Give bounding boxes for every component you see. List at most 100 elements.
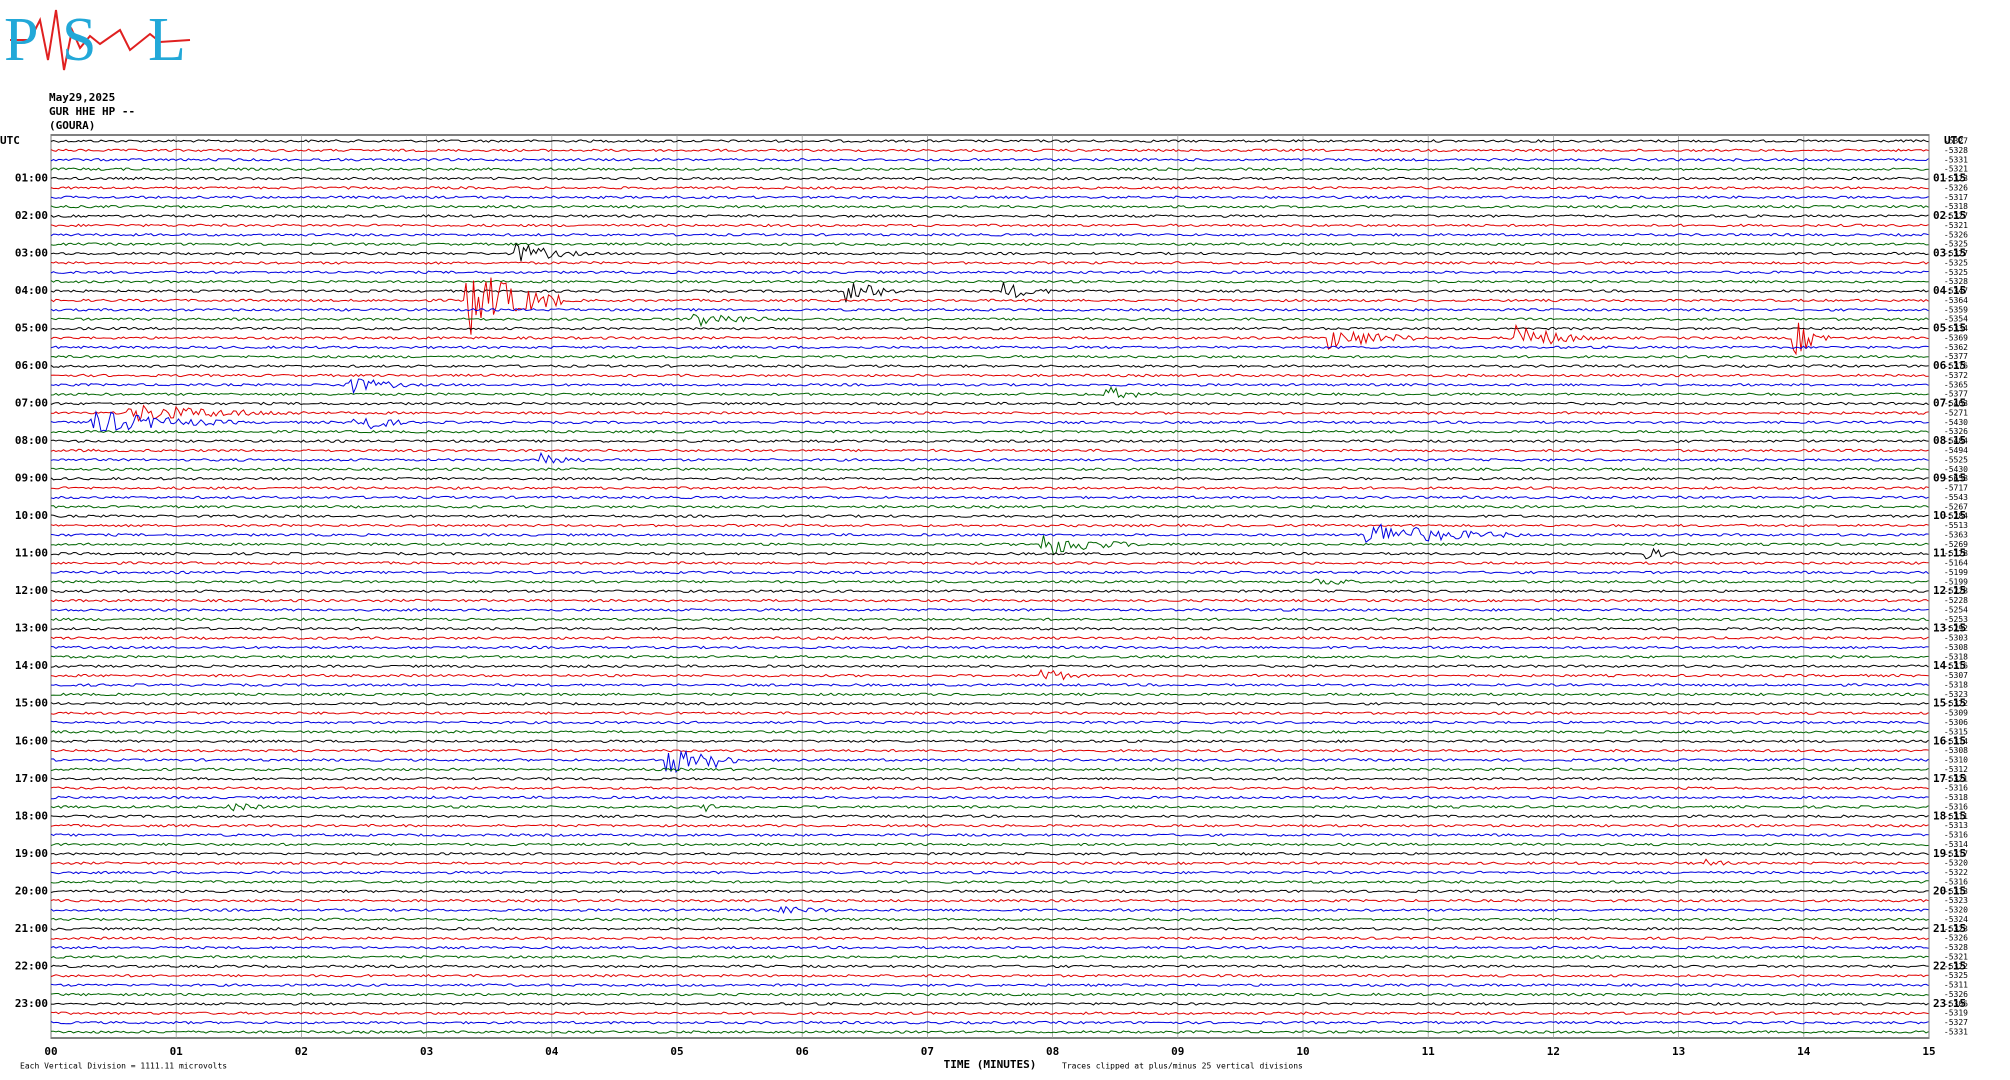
- trace: [50, 373, 1929, 378]
- logo-letter: P: [4, 6, 38, 74]
- logo-letter: L: [148, 6, 186, 74]
- trace: [50, 139, 1929, 143]
- right-time-label: 21:15: [1933, 922, 1966, 935]
- traces: [50, 139, 1929, 1034]
- left-time-label: 14:00: [15, 659, 48, 672]
- trace: [50, 223, 1929, 228]
- trace-value: -5372: [1944, 371, 1968, 380]
- right-axis-title: UTC: [1944, 134, 1964, 147]
- right-time-label: 04:15: [1933, 284, 1966, 297]
- trace-value: -5365: [1944, 380, 1968, 389]
- trace-value: -5199: [1944, 568, 1968, 577]
- right-time-label: 01:15: [1933, 172, 1966, 185]
- trace-value: -5326: [1944, 230, 1968, 239]
- x-tick-label: 08: [1046, 1045, 1059, 1058]
- trace: [50, 523, 1929, 544]
- trace-value: -5324: [1944, 915, 1968, 924]
- trace: [50, 842, 1929, 847]
- trace-value: -5307: [1944, 671, 1968, 680]
- trace-value: -5308: [1944, 746, 1968, 755]
- trace-value: -5310: [1944, 756, 1968, 765]
- right-time-label: 12:15: [1933, 584, 1966, 597]
- trace: [50, 802, 1929, 813]
- trace-value: -5325: [1944, 240, 1968, 249]
- x-tick-label: 05: [670, 1045, 683, 1058]
- trace: [51, 748, 1929, 753]
- trace: [50, 955, 1929, 959]
- date: May29,2025: [49, 91, 115, 104]
- trace-value: -5369: [1944, 333, 1968, 342]
- x-tick-label: 12: [1547, 1045, 1560, 1058]
- right-time-label: 05:15: [1933, 322, 1966, 335]
- trace: [50, 964, 1929, 969]
- trace: [50, 354, 1929, 359]
- trace: [50, 814, 1929, 819]
- trace: [50, 514, 1929, 519]
- trace: [50, 973, 1929, 978]
- x-tick-label: 01: [170, 1045, 184, 1058]
- trace-value: -5543: [1944, 493, 1968, 502]
- trace-value: -5313: [1944, 821, 1968, 830]
- trace-value: -5311: [1944, 981, 1968, 990]
- trace-value: -5325: [1944, 268, 1968, 277]
- trace-value: -5331: [1944, 155, 1968, 164]
- trace: [50, 720, 1929, 725]
- trace: [50, 282, 1929, 303]
- trace-value: -5717: [1944, 484, 1968, 493]
- left-time-label: 09:00: [15, 472, 48, 485]
- trace: [50, 157, 1929, 162]
- trace: [50, 410, 1929, 432]
- trace: [50, 589, 1929, 594]
- trace-value: -5309: [1944, 709, 1968, 718]
- trace-value: -5320: [1944, 906, 1968, 915]
- left-time-label: 11:00: [15, 547, 48, 560]
- trace: [50, 578, 1929, 585]
- trace-value: -5316: [1944, 802, 1968, 811]
- left-time-label: 02:00: [15, 209, 48, 222]
- right-time-label: 14:15: [1933, 659, 1966, 672]
- logo-wiggle: [10, 9, 191, 71]
- trace-value: -5311: [1944, 812, 1968, 821]
- x-tick-label: 10: [1296, 1045, 1309, 1058]
- trace-value: -5271: [1944, 408, 1968, 417]
- right-time-label: 07:15: [1933, 397, 1966, 410]
- trace: [50, 1011, 1929, 1016]
- trace-value: -5318: [1944, 652, 1968, 661]
- trace: [50, 749, 1929, 773]
- trace-value: -5303: [1944, 634, 1968, 643]
- trace-value: -5316: [1944, 662, 1968, 671]
- trace: [50, 313, 1929, 328]
- right-time-label: 03:15: [1933, 247, 1966, 260]
- right-time-label: 15:15: [1933, 697, 1966, 710]
- left-time-label: 18:00: [15, 809, 48, 822]
- trace-value: -5328: [1944, 943, 1968, 952]
- trace-value: -5484: [1944, 437, 1968, 446]
- x-tick-label: 14: [1797, 1045, 1811, 1058]
- trace: [50, 167, 1929, 171]
- trace-value: -5377: [1944, 390, 1968, 399]
- trace: [50, 739, 1929, 744]
- trace: [50, 439, 1929, 443]
- scale-note: Each Vertical Division = 1111.11 microvo…: [20, 1062, 227, 1071]
- right-time-label: 19:15: [1933, 847, 1966, 860]
- trace-value: -5513: [1944, 521, 1968, 530]
- trace: [50, 701, 1929, 706]
- trace: [50, 898, 1929, 903]
- trace: [50, 495, 1929, 500]
- trace: [50, 570, 1929, 575]
- trace-value: -5318: [1944, 202, 1968, 211]
- left-time-label: 08:00: [15, 434, 48, 447]
- right-time-label: 23:15: [1933, 997, 1966, 1010]
- x-tick-label: 07: [921, 1045, 934, 1058]
- trace: [50, 404, 1929, 422]
- left-time-label: 04:00: [15, 284, 48, 297]
- trace: [50, 243, 1929, 262]
- trace: [50, 232, 1929, 237]
- trace: [50, 1002, 1929, 1006]
- trace-value: -5308: [1944, 643, 1968, 652]
- trace-value: -5318: [1944, 793, 1968, 802]
- trace: [50, 451, 1929, 464]
- x-tick-label: 09: [1171, 1045, 1184, 1058]
- trace-value: -5321: [1944, 165, 1968, 174]
- trace-value: -5228: [1944, 596, 1968, 605]
